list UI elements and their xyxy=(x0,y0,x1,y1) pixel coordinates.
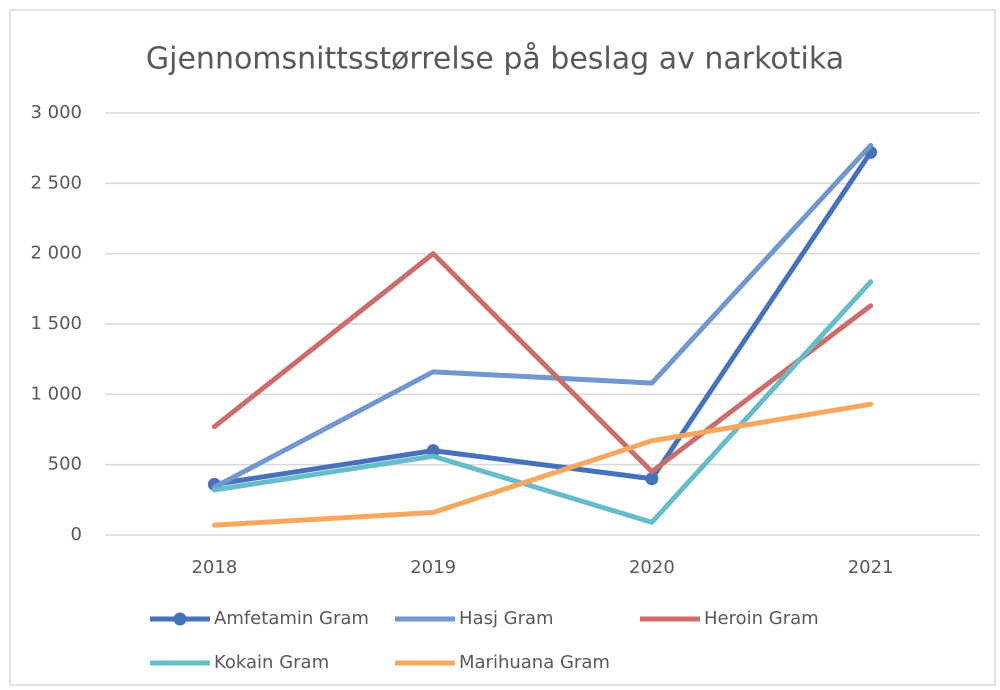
y-tick-label: 1 000 xyxy=(30,383,82,404)
y-tick-label: 1 500 xyxy=(30,313,82,334)
series-line xyxy=(211,251,874,475)
series-marker xyxy=(645,472,659,486)
x-tick-label: 2018 xyxy=(191,557,237,578)
legend-label: Marihuana Gram xyxy=(459,652,610,673)
series-line xyxy=(211,149,874,487)
y-tick-label: 0 xyxy=(71,524,82,545)
chart-frame xyxy=(9,9,996,686)
y-tick-label: 3 000 xyxy=(30,102,82,123)
x-tick-label: 2019 xyxy=(410,557,456,578)
x-tick-label: 2021 xyxy=(848,557,894,578)
legend-label: Heroin Gram xyxy=(704,608,819,629)
legend-marker xyxy=(173,612,187,626)
y-tick-label: 2 000 xyxy=(30,243,82,264)
legend-label: Kokain Gram xyxy=(214,652,329,673)
legend-label: Hasj Gram xyxy=(459,608,554,629)
series-line xyxy=(211,142,874,490)
y-tick-label: 500 xyxy=(48,454,82,475)
y-tick-label: 2 500 xyxy=(30,172,82,193)
chart-title: Gjennomsnittsstørrelse på beslag av nark… xyxy=(146,42,844,77)
x-tick-label: 2020 xyxy=(629,557,675,578)
series-line xyxy=(211,279,874,525)
series-marker xyxy=(426,444,440,458)
series-line xyxy=(211,401,874,528)
legend-label: Amfetamin Gram xyxy=(214,608,369,629)
